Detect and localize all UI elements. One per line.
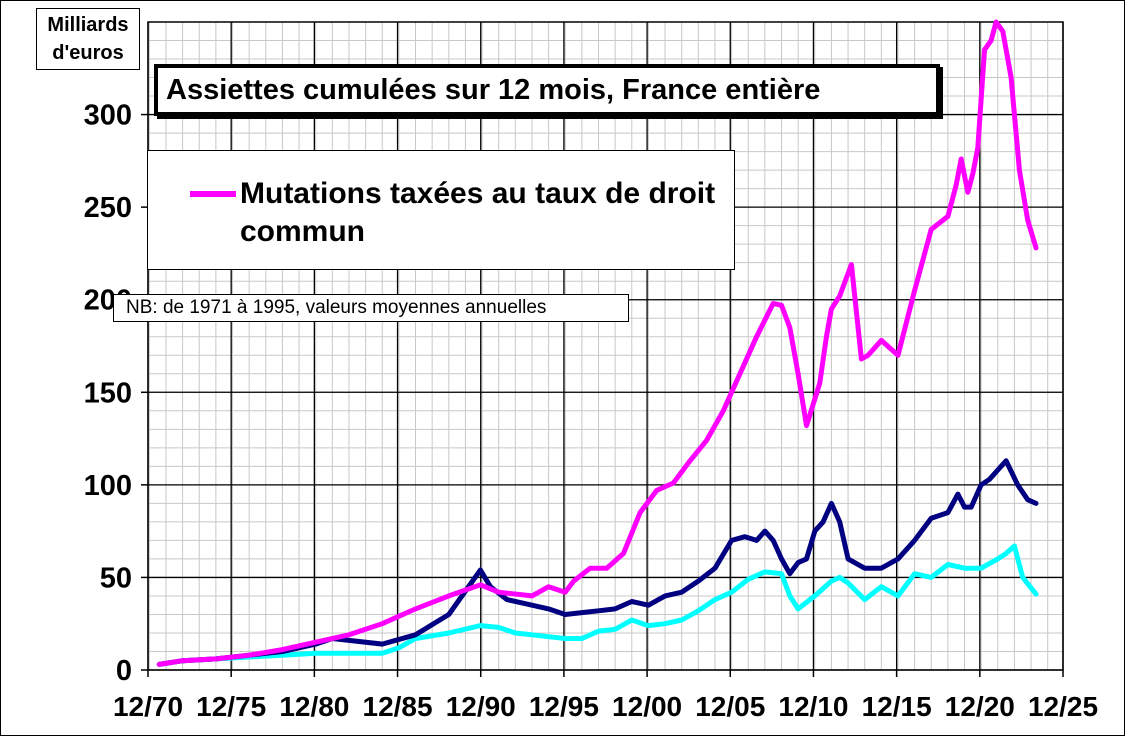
- y-axis-unit-label: Milliards d'euros: [36, 8, 140, 70]
- x-tick-label: 12/95: [529, 691, 599, 722]
- x-tick-label: 12/85: [363, 691, 433, 722]
- x-tick-label: 12/75: [196, 691, 266, 722]
- y-tick-label: 300: [84, 100, 132, 132]
- series-layer: [156, 19, 1039, 667]
- chart-title: Assiettes cumulées sur 12 mois, France e…: [154, 64, 940, 116]
- annotation-note: NB: de 1971 à 1995, valeurs moyennes ann…: [113, 294, 629, 322]
- y-tick-label: 0: [116, 655, 132, 687]
- y-tick-label: 250: [84, 192, 132, 224]
- plot-area: [148, 22, 1063, 670]
- unit-line-1: Milliards: [47, 14, 129, 36]
- series-line-0: [156, 19, 1039, 667]
- x-tick-label: 12/05: [695, 691, 765, 722]
- x-tick-label: 12/70: [113, 691, 183, 722]
- x-tick-label: 12/20: [945, 691, 1015, 722]
- y-tick-label: 50: [100, 562, 132, 594]
- x-tick-label: 12/25: [1028, 691, 1098, 722]
- x-axis-ticks: 12/70 12/75 12/80 12/85 12/90 12/95 12/00 12/05…: [113, 670, 1098, 722]
- y-tick-label: 150: [84, 377, 132, 409]
- x-tick-label: 12/00: [612, 691, 682, 722]
- x-tick-label: 12/80: [279, 691, 349, 722]
- series-line-1: [156, 458, 1039, 667]
- legend-swatch-magenta: [190, 191, 236, 197]
- unit-line-2: d'euros: [52, 42, 124, 64]
- series-line-2: [156, 543, 1039, 667]
- legend-entry-label: Mutations taxées au taux de droit commun: [240, 177, 716, 248]
- x-tick-label: 12/10: [778, 691, 848, 722]
- y-tick-label: 100: [84, 470, 132, 502]
- legend: Mutations taxées au taux de droit commun: [147, 150, 735, 270]
- x-tick-label: 12/90: [446, 691, 516, 722]
- plot-border: [147, 21, 1064, 671]
- x-tick-label: 12/15: [862, 691, 932, 722]
